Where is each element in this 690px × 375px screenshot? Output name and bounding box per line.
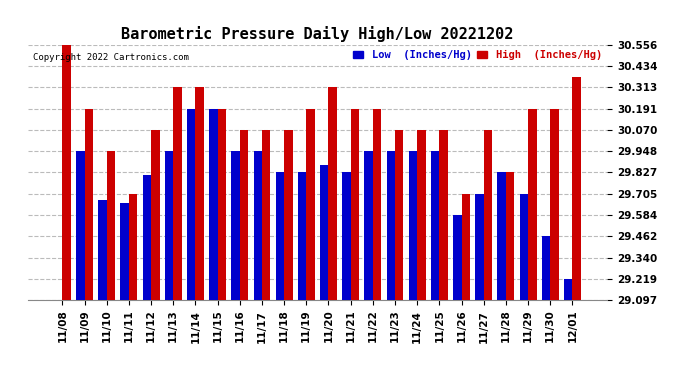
Bar bbox=[386, 151, 395, 300]
Bar bbox=[121, 203, 129, 300]
Bar bbox=[431, 151, 440, 300]
Bar bbox=[262, 130, 270, 300]
Text: Copyright 2022 Cartronics.com: Copyright 2022 Cartronics.com bbox=[33, 53, 189, 62]
Bar bbox=[542, 236, 550, 300]
Bar bbox=[143, 176, 151, 300]
Bar bbox=[195, 87, 204, 300]
Bar bbox=[440, 130, 448, 300]
Bar bbox=[187, 109, 195, 300]
Bar bbox=[351, 109, 359, 300]
Bar bbox=[408, 151, 417, 300]
Bar bbox=[528, 109, 537, 300]
Bar bbox=[306, 109, 315, 300]
Bar bbox=[373, 109, 382, 300]
Bar bbox=[217, 109, 226, 300]
Bar bbox=[484, 130, 492, 300]
Bar bbox=[462, 194, 470, 300]
Bar bbox=[364, 151, 373, 300]
Bar bbox=[328, 87, 337, 300]
Bar bbox=[320, 165, 328, 300]
Bar bbox=[284, 130, 293, 300]
Bar bbox=[151, 130, 159, 300]
Bar bbox=[573, 76, 581, 300]
Bar bbox=[173, 87, 181, 300]
Bar bbox=[475, 194, 484, 300]
Bar bbox=[276, 172, 284, 300]
Bar bbox=[165, 151, 173, 300]
Bar bbox=[453, 215, 462, 300]
Bar bbox=[497, 172, 506, 300]
Bar bbox=[506, 172, 514, 300]
Bar bbox=[395, 130, 404, 300]
Bar bbox=[76, 151, 85, 300]
Bar bbox=[253, 151, 262, 300]
Bar bbox=[564, 279, 573, 300]
Legend: Low  (Inches/Hg), High  (Inches/Hg): Low (Inches/Hg), High (Inches/Hg) bbox=[353, 50, 602, 60]
Bar bbox=[550, 109, 559, 300]
Bar bbox=[298, 172, 306, 300]
Bar bbox=[231, 151, 240, 300]
Bar bbox=[209, 109, 217, 300]
Bar bbox=[62, 45, 71, 300]
Bar bbox=[417, 130, 426, 300]
Bar bbox=[129, 194, 137, 300]
Bar bbox=[520, 194, 528, 300]
Bar bbox=[342, 172, 351, 300]
Bar bbox=[85, 109, 93, 300]
Title: Barometric Pressure Daily High/Low 20221202: Barometric Pressure Daily High/Low 20221… bbox=[121, 27, 513, 42]
Bar bbox=[98, 200, 107, 300]
Bar bbox=[240, 130, 248, 300]
Bar bbox=[107, 151, 115, 300]
